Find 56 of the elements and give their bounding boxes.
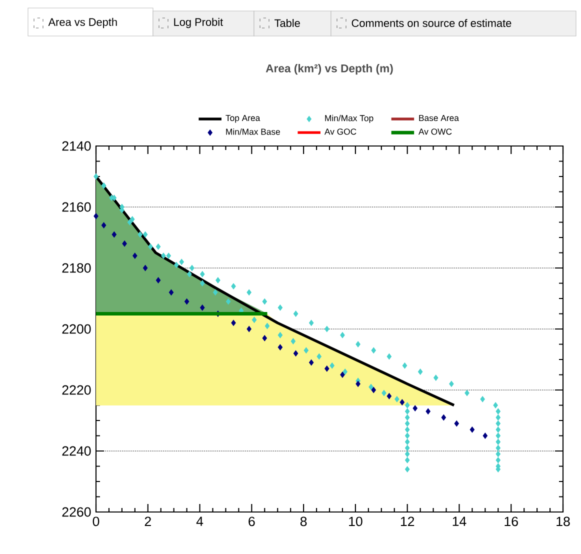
text: Table	[274, 18, 300, 28]
point	[400, 399, 405, 406]
text: Area vs Depth	[48, 18, 117, 28]
y-tick-label: 2140	[62, 141, 91, 151]
point	[386, 393, 392, 400]
point	[168, 289, 174, 296]
point	[101, 222, 106, 228]
point	[412, 405, 418, 412]
y-tick-label: 2220	[62, 385, 91, 395]
legend-label: Av GOC	[324, 128, 356, 135]
point	[454, 420, 459, 427]
point	[184, 298, 190, 305]
legend-label: Top Area	[226, 115, 260, 123]
x-tick-label: 14	[452, 516, 466, 526]
point	[293, 350, 298, 356]
text: Comments on source of estimate	[352, 18, 512, 28]
legend-label: Min/Max Top	[325, 114, 374, 123]
y-tick-label: 2160	[62, 202, 91, 212]
point	[441, 414, 446, 421]
x-tick-label: 0	[92, 516, 100, 526]
y-tick-label: 2200	[62, 324, 91, 334]
x-tick-label: 8	[300, 516, 307, 526]
point	[94, 213, 98, 220]
point	[262, 335, 268, 342]
point	[371, 386, 376, 394]
point	[246, 326, 252, 332]
x-tick-label: 18	[556, 516, 570, 526]
x-tick-label: 10	[349, 516, 362, 526]
y-tick-label: 2260	[62, 507, 91, 517]
point	[112, 231, 117, 238]
chart-title: Area (km²) vs Depth (m)	[266, 64, 393, 75]
x-tick-label: 16	[504, 516, 518, 526]
point	[132, 252, 138, 259]
point	[278, 344, 283, 350]
y-tick-label: 2180	[62, 263, 91, 273]
x-tick-label: 4	[196, 516, 204, 526]
legend-label: Av OWC	[418, 128, 452, 135]
legend-label: Base Area	[419, 115, 459, 122]
point	[426, 408, 430, 414]
point	[231, 320, 236, 326]
point	[308, 359, 314, 366]
point	[156, 277, 161, 284]
x-tick-label: 6	[248, 516, 255, 526]
y-tick-label: 2240	[62, 446, 91, 456]
point	[142, 264, 148, 272]
point	[122, 240, 127, 247]
x-tick-label: 12	[400, 516, 414, 526]
legend-label: Min/Max Base	[226, 128, 280, 135]
point	[482, 432, 488, 439]
point	[470, 426, 475, 433]
text: Log Probit	[174, 18, 224, 28]
point	[324, 366, 330, 372]
point	[356, 380, 360, 387]
point	[200, 304, 205, 311]
x-tick-label: 2	[144, 516, 151, 526]
point	[340, 372, 345, 378]
